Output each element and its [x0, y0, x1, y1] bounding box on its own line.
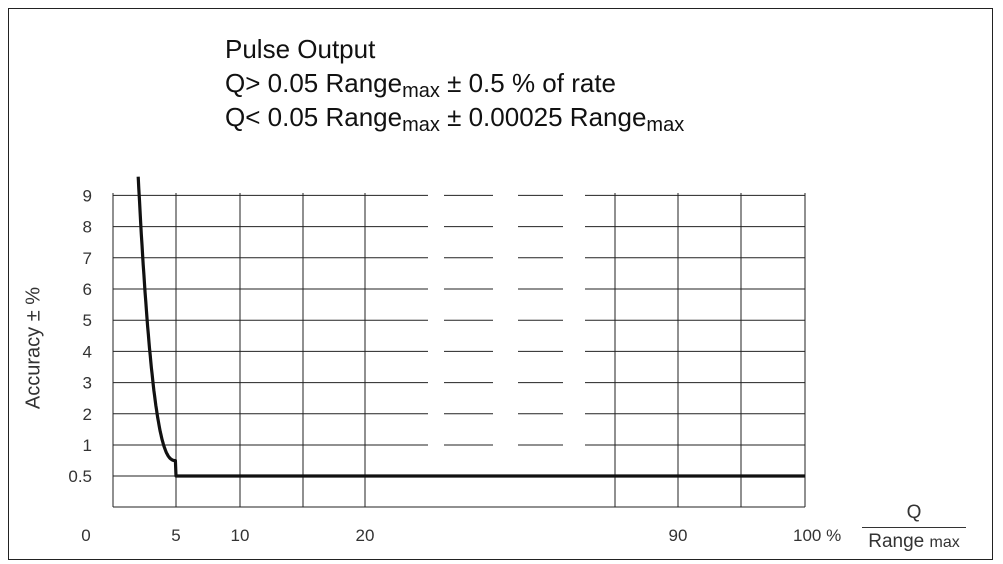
x-tick-label: 100 % — [793, 526, 841, 545]
y-tick-label: 8 — [83, 218, 92, 237]
accuracy-curve-0 — [136, 176, 805, 478]
y-tick-label: 1 — [83, 436, 92, 455]
x-tick-labels: 0 5 10 20 90 100 % — [81, 526, 841, 545]
x-unit-denominator: Range max — [868, 531, 960, 552]
x-tick-label: 0 — [81, 526, 90, 545]
chart-title-block: Pulse Output Q> 0.05 Rangemax ± 0.5 % of… — [225, 32, 685, 136]
y-tick-label: 3 — [83, 374, 92, 393]
chart-frame — [8, 8, 993, 560]
y-tick-label: 6 — [83, 280, 92, 299]
x-unit-numerator: Q — [862, 502, 966, 528]
y-tick-labels: 0.5 1 2 3 4 5 6 7 8 9 — [68, 186, 92, 486]
x-tick-label: 5 — [171, 526, 180, 545]
y-tick-label: 9 — [83, 186, 92, 205]
y-tick-label: 0.5 — [68, 467, 92, 486]
x-axis-unit-fraction: Q Range max — [862, 502, 966, 553]
grid-lines — [112, 193, 806, 508]
x-tick-label: 10 — [231, 526, 250, 545]
y-axis-label: Accuracy ± % — [22, 286, 45, 410]
y-tick-label: 7 — [83, 249, 92, 268]
accuracy-curve-group — [136, 176, 805, 478]
y-tick-label: 5 — [83, 311, 92, 330]
y-tick-label: 4 — [83, 342, 92, 361]
x-tick-label: 90 — [669, 526, 688, 545]
title-line-1: Pulse Output — [225, 34, 376, 64]
title-line-3: Q< 0.05 Rangemax ± 0.00025 Rangemax — [225, 102, 685, 136]
y-tick-label: 2 — [83, 405, 92, 424]
title-line-2: Q> 0.05 Rangemax ± 0.5 % of rate — [225, 68, 617, 102]
x-tick-label: 20 — [356, 526, 375, 545]
